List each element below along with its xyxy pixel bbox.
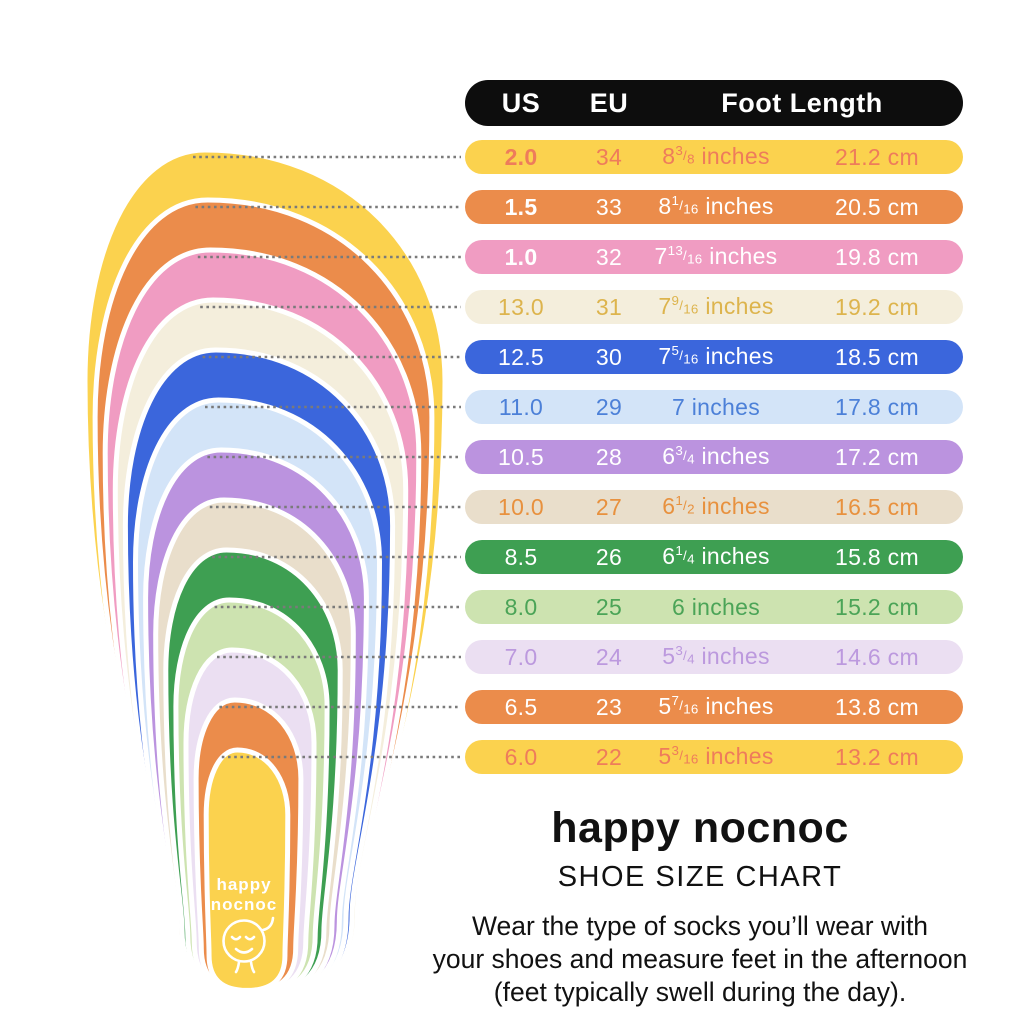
eu-size-cell: 23 [595,693,623,720]
size-row-8.5: 8.5 26 61/4 inches 15.8 cm [465,540,963,574]
inches-cell: 7 inches [671,393,761,420]
inches-cell: 81/16 inches [658,193,774,220]
cm-cell: 15.8 cm [835,543,919,570]
cm-cell: 19.8 cm [835,243,919,270]
cm-cell: 15.2 cm [835,593,919,620]
cm-cell: 13.2 cm [835,743,919,770]
size-row-8.0: 8.0 25 6 inches 15.2 cm [465,590,963,624]
inches-cell: 83/8 inches [662,143,770,170]
leader-lines-layer [193,155,461,759]
us-size-cell: 8.0 [504,593,538,620]
cm-cell: 13.8 cm [835,693,919,720]
size-table-header: US EU Foot Length [465,80,963,126]
cm-cell: 14.6 cm [835,643,919,670]
us-size-cell: 8.5 [504,543,538,570]
inches-cell: 63/4 inches [662,443,770,470]
size-row-10.0: 10.0 27 61/2 inches 16.5 cm [465,490,963,524]
eu-size-cell: 28 [595,443,623,470]
size-row-10.5: 10.5 28 63/4 inches 17.2 cm [465,440,963,474]
header-eu: EU [589,87,629,118]
cm-cell: 17.2 cm [835,443,919,470]
cm-cell: 18.5 cm [835,343,919,370]
insole-shapes-layer [82,147,448,1009]
eu-size-cell: 26 [595,543,623,570]
us-size-cell: 6.5 [504,693,538,720]
us-size-cell: 10.0 [498,493,544,520]
size-row-13.0: 13.0 31 79/16 inches 19.2 cm [465,290,963,324]
us-size-cell: 7.0 [504,643,538,670]
size-row-2.0: 2.0 34 83/8 inches 21.2 cm [465,140,963,174]
cm-cell: 19.2 cm [835,293,919,320]
chart-subtitle: SHOE SIZE CHART [557,861,843,893]
innersole-brand-doodle: happy nocnoc [211,875,277,974]
eu-size-cell: 30 [595,343,623,370]
size-row-12.5: 12.5 30 75/16 inches 18.5 cm [465,340,963,374]
eu-size-cell: 27 [595,493,623,520]
insole-label-line1: happy [216,875,271,894]
insole-label-line2: nocnoc [211,895,277,914]
cm-cell: 21.2 cm [835,143,919,170]
size-row-6.5: 6.5 23 57/16 inches 13.8 cm [465,690,963,724]
note-line: Wear the type of socks you’ll wear with [471,911,929,941]
inches-cell: 713/16 inches [654,243,778,270]
inches-cell: 53/4 inches [662,643,770,670]
eu-size-cell: 32 [595,243,623,270]
inches-cell: 57/16 inches [658,693,774,720]
size-row-7.0: 7.0 24 53/4 inches 14.6 cm [465,640,963,674]
us-size-cell: 10.5 [498,443,544,470]
insole-shape-us-6.0 [203,747,291,993]
us-size-cell: 13.0 [498,293,544,320]
header-us: US [501,87,541,118]
eu-size-cell: 25 [595,593,623,620]
inches-cell: 6 inches [671,593,761,620]
eu-size-cell: 24 [595,643,623,670]
cm-cell: 17.8 cm [835,393,919,420]
size-row-6.0: 6.0 22 53/16 inches 13.2 cm [465,740,963,774]
eu-size-cell: 31 [595,293,623,320]
us-size-cell: 6.0 [504,743,538,770]
inches-cell: 61/2 inches [662,493,770,520]
size-row-11.0: 11.0 29 7 inches 17.8 cm [465,390,963,424]
brand-title: happy nocnoc [551,804,849,852]
us-size-cell: 2.0 [504,143,538,170]
eu-size-cell: 33 [595,193,623,220]
inches-cell: 79/16 inches [658,293,774,320]
smiley-face-icon [222,916,275,974]
footer: happy nocnoc SHOE SIZE CHART Wear the ty… [420,804,980,1009]
inches-cell: 75/16 inches [658,343,774,370]
measuring-note: Wear the type of socks you’ll wear with y… [420,910,980,1009]
us-size-cell: 1.5 [504,193,538,220]
us-size-cell: 1.0 [504,243,538,270]
note-line: (feet typically swell during the day). [493,977,907,1007]
us-size-cell: 12.5 [498,343,544,370]
size-row-1.5: 1.5 33 81/16 inches 20.5 cm [465,190,963,224]
us-size-cell: 11.0 [498,393,544,420]
eu-size-cell: 22 [595,743,623,770]
eu-size-cell: 29 [595,393,623,420]
header-foot-length: Foot Length [721,87,883,118]
inches-cell: 61/4 inches [662,543,770,570]
inches-cell: 53/16 inches [658,743,774,770]
note-line: your shoes and measure feet in the after… [432,944,968,974]
size-table: US EU Foot Length 2.0 34 83/8 inches 21.2 c… [465,80,963,774]
size-row-1.0: 1.0 32 713/16 inches 19.8 cm [465,240,963,274]
cm-cell: 20.5 cm [835,193,919,220]
cm-cell: 16.5 cm [835,493,919,520]
eu-size-cell: 34 [595,143,623,170]
